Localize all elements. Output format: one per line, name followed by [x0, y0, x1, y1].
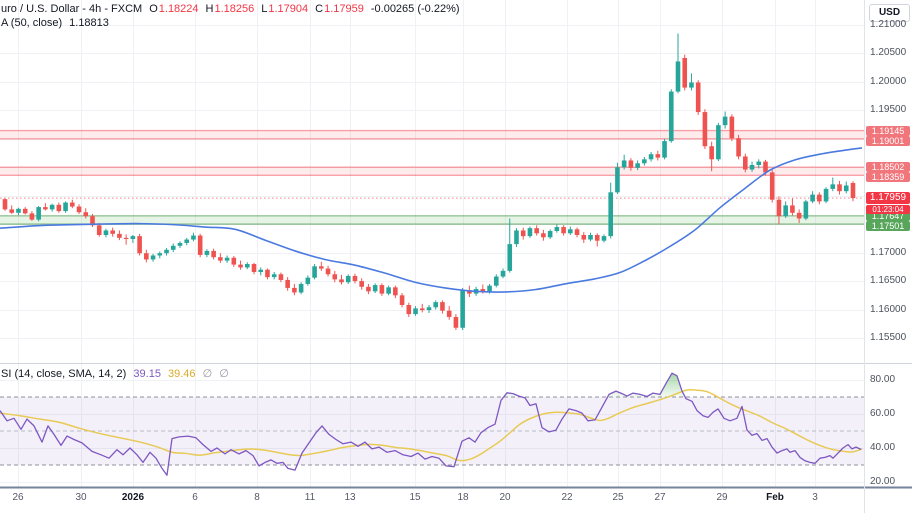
price-tick-label: 1.17000 [870, 246, 907, 258]
rsi-tick-label: 80.00 [870, 374, 896, 385]
rsi-line [0, 372, 862, 476]
rsi-tick-label: 60.00 [870, 408, 896, 419]
rsi-tick-label: 20.00 [870, 476, 896, 487]
price-tick-label: 1.16500 [870, 275, 907, 287]
rsi-ma-line [0, 388, 863, 462]
time-axis-label: 2026 [121, 492, 145, 503]
currency-toggle-button[interactable]: USD [869, 4, 910, 22]
high-value: 1.18256 [214, 3, 255, 15]
zone-price-label: 1.18502 [866, 162, 910, 173]
ma-indicator-label[interactable]: A (50, close) [1, 17, 63, 29]
rsi-signal-value: 39.46 [168, 368, 196, 380]
grid-lines [0, 0, 864, 487]
ma-indicator-row: A (50, close) 1.18813 [1, 16, 460, 30]
time-axis-label: 3 [812, 492, 818, 503]
rsi-value: 39.15 [133, 368, 161, 380]
time-axis-label: 6 [192, 492, 198, 503]
time-axis-label: 25 [612, 492, 624, 503]
price-tick-label: 1.21000 [870, 19, 907, 30]
time-axis-label: 30 [75, 492, 87, 503]
open-key: O [149, 3, 158, 15]
zone-price-label: 1.17501 [866, 220, 910, 231]
time-axis-label: 22 [561, 492, 573, 503]
time-axis-label: 20 [499, 492, 511, 503]
zone-price-label: 1.17647 [866, 210, 910, 221]
time-axis-label: 18 [457, 492, 469, 503]
price-tick-label: 1.20000 [870, 75, 907, 87]
empty-set-icon: ∅ [219, 368, 229, 380]
time-axis-label: 29 [716, 492, 728, 503]
resistance-zone [0, 129, 864, 140]
zone-price-label: 1.19001 [866, 135, 910, 146]
time-axis-label: 11 [304, 492, 316, 503]
resistance-zone [0, 166, 864, 176]
empty-set-icon: ∅ [202, 368, 213, 380]
price-tick-label: 1.16000 [870, 303, 907, 315]
time-axis-label: 15 [409, 492, 421, 503]
time-axis-label: 27 [654, 492, 666, 503]
close-value: 1.17959 [324, 3, 364, 15]
countdown-label: 01:23:04 [866, 204, 910, 214]
change-value: -0.00265 (-0.22%) [370, 3, 460, 15]
price-tick-label: 1.15500 [870, 332, 907, 343]
time-axis-label: 8 [254, 492, 260, 503]
time-axis-label: 13 [344, 492, 356, 503]
open-value: 1.18224 [158, 3, 199, 15]
rsi-legend: SI (14, close, SMA, 14, 2) 39.15 39.46 ∅… [1, 367, 233, 380]
last-price-label: 1.17959 [866, 192, 910, 205]
price-tick-label: 1.19500 [870, 104, 907, 116]
time-axis-label: Feb [766, 492, 784, 503]
symbol-title[interactable]: uro / U.S. Dollar - 4h - FXCM [1, 3, 143, 15]
low-value: 1.17904 [268, 3, 309, 15]
symbol-legend: uro / U.S. Dollar - 4h - FXCM O1.18224 H1.… [1, 2, 460, 30]
close-key: C [315, 3, 324, 15]
low-key: L [261, 3, 268, 15]
ma-indicator-value: 1.18813 [69, 17, 109, 29]
rsi-indicator-label[interactable]: SI (14, close, SMA, 14, 2) [1, 368, 127, 380]
price-axis[interactable]: USD 1.21000 1.20500 1.20000 1.19500 1.17000 1… [865, 0, 912, 513]
zone-price-label: 1.18359 [866, 172, 910, 183]
high-key: H [205, 3, 214, 15]
zone-price-label: 1.19145 [866, 125, 910, 136]
rsi-tick-label: 40.00 [870, 442, 896, 453]
price-tick-label: 1.20500 [870, 47, 907, 59]
symbol-ohlc-row: uro / U.S. Dollar - 4h - FXCM O1.18224 H1.… [1, 2, 460, 16]
time-axis-label: 26 [12, 492, 24, 503]
sma-50-line [0, 147, 863, 293]
time-axis[interactable]: 26 30 2026 6 8 11 13 15 18 20 22 25 27 29 Feb 3 [0, 487, 912, 513]
